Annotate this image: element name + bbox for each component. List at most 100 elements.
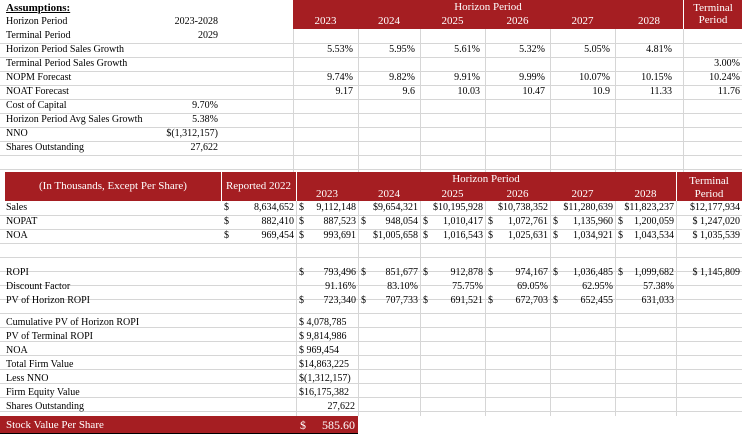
forecast-cell[interactable]: 1,036,485 [573, 267, 613, 278]
assumption-value[interactable]: 2029 [198, 30, 218, 41]
grid-vline [293, 29, 294, 172]
forecast-cell[interactable]: $1,005,658 [373, 230, 418, 241]
forecast-cell[interactable]: 91.16% [325, 281, 356, 292]
assumption-value[interactable]: 27,622 [190, 142, 219, 153]
stock-value-cell[interactable] [296, 416, 358, 433]
reported-value[interactable]: 882,410 [261, 216, 295, 227]
reported-value[interactable]: 969,454 [261, 230, 295, 241]
terminal-cell[interactable]: $12,177,934 [690, 202, 740, 213]
forecast-value[interactable]: 5.53% [327, 44, 353, 55]
terminal-value[interactable]: 10.24% [709, 72, 740, 83]
forecast-value[interactable]: 10.07% [579, 72, 610, 83]
value-symbol: $ [299, 202, 304, 213]
forecast-cell[interactable]: 1,016,543 [443, 230, 483, 241]
forecast-cell[interactable]: 1,072,761 [508, 216, 548, 227]
forecast-cell[interactable]: 672,703 [515, 295, 549, 306]
forecast-value[interactable]: 9.6 [402, 86, 416, 97]
forecast-cell[interactable]: 1,010,417 [443, 216, 483, 227]
forecast-value[interactable]: 5.95% [389, 44, 415, 55]
value-symbol: $ [299, 267, 304, 278]
reported-2022-header: Reported 2022 [225, 180, 292, 192]
assumption-label: Horizon Period [6, 16, 68, 27]
summary-value[interactable]: $(1,312,157) [299, 373, 351, 384]
grid-vline [615, 29, 616, 172]
forecast-cell[interactable]: 62.95% [582, 281, 613, 292]
forecast-cell[interactable]: 1,200,059 [634, 216, 674, 227]
terminal-cell[interactable]: $ 1,247,020 [692, 216, 741, 227]
grid-vline [485, 29, 486, 172]
forecast-cell[interactable]: 1,034,921 [573, 230, 613, 241]
forecast-cell[interactable]: 9,112,148 [316, 202, 356, 213]
assumption-label: Terminal Period [6, 30, 71, 41]
forecast-cell[interactable]: $9,654,321 [373, 202, 418, 213]
assumption-value[interactable]: 5.38% [192, 114, 218, 125]
summary-value[interactable]: $ 4,078,785 [299, 317, 347, 328]
horizon-period-header: Horizon Period [454, 1, 522, 13]
summary-value[interactable]: $ 9,814,986 [299, 331, 347, 342]
forecast-cell[interactable]: 691,521 [450, 295, 484, 306]
assumption-value[interactable]: $(1,312,157) [166, 128, 218, 139]
terminal-cell[interactable]: $ 1,035,539 [692, 230, 741, 241]
grid-hline [0, 355, 742, 356]
summary-value[interactable]: $16,175,382 [299, 387, 349, 398]
forecast-cell[interactable]: 948,054 [385, 216, 419, 227]
summary-value[interactable]: $14,863,225 [299, 359, 349, 370]
forecast-cell[interactable]: 793,496 [323, 267, 357, 278]
summary-value[interactable]: 27,622 [327, 401, 356, 412]
assumptions-title: Assumptions: [6, 2, 71, 14]
forecast-cell[interactable]: $11,823,237 [624, 202, 674, 213]
value-symbol: $ [553, 230, 558, 241]
forecast-value[interactable]: 10.9 [592, 86, 611, 97]
forecast-cell[interactable]: 69.05% [517, 281, 548, 292]
forecast-value[interactable]: 4.81% [646, 44, 672, 55]
forecast-value[interactable]: 9.82% [389, 72, 415, 83]
forecast-value[interactable]: 5.61% [454, 44, 480, 55]
forecast-cell[interactable]: 1,025,631 [508, 230, 548, 241]
assumption-label: Cost of Capital [6, 100, 67, 111]
assumption-value[interactable]: 2023-2028 [174, 16, 218, 27]
forecast-value[interactable]: 9.91% [454, 72, 480, 83]
forecast-cell[interactable]: 1,043,534 [634, 230, 674, 241]
forecast-value[interactable]: 11.33 [649, 86, 672, 97]
terminal-value[interactable]: 3.00% [714, 58, 740, 69]
terminal-value[interactable]: 11.76 [717, 86, 740, 97]
forecast-value[interactable]: 9.74% [327, 72, 353, 83]
forecast-cell[interactable]: 75.75% [452, 281, 483, 292]
forecast-value[interactable]: 5.05% [584, 44, 610, 55]
summary-value[interactable]: $ 969,454 [299, 345, 339, 356]
main-terminal-line2: Period [694, 188, 724, 200]
forecast-value[interactable]: 9.99% [519, 72, 545, 83]
forecast-value[interactable]: 10.03 [457, 86, 481, 97]
main-row-label: NOA [6, 230, 28, 241]
forecast-value[interactable]: 9.17 [335, 86, 354, 97]
forecast-cell[interactable]: 974,167 [515, 267, 549, 278]
forecast-value[interactable]: 10.47 [522, 86, 546, 97]
forecast-cell[interactable]: 887,523 [323, 216, 357, 227]
reported-value[interactable]: 8,634,652 [254, 202, 294, 213]
terminal-cell[interactable]: $ 1,145,809 [692, 267, 741, 278]
main-row-label: Discount Factor [6, 281, 71, 292]
forecast-cell[interactable]: 1,135,960 [573, 216, 613, 227]
forecast-cell[interactable]: $11,280,639 [563, 202, 613, 213]
forecast-cell[interactable]: 707,733 [385, 295, 419, 306]
assumption-value[interactable]: 9.70% [192, 100, 218, 111]
forecast-cell[interactable]: 57.38% [643, 281, 674, 292]
forecast-cell[interactable]: 912,878 [450, 267, 484, 278]
forecast-cell[interactable]: 652,455 [580, 295, 614, 306]
units-label: (In Thousands, Except Per Share) [39, 180, 187, 192]
value-symbol: $ [361, 295, 366, 306]
forecast-value[interactable]: 5.32% [519, 44, 545, 55]
main-terminal-line1: Terminal [689, 175, 729, 187]
forecast-cell[interactable]: 993,691 [323, 230, 357, 241]
forecast-cell[interactable]: $10,738,352 [498, 202, 548, 213]
forecast-value[interactable]: 10.15% [641, 72, 672, 83]
forecast-cell[interactable]: 1,099,682 [634, 267, 674, 278]
grid-hline [0, 169, 742, 170]
grid-hline [0, 383, 742, 384]
forecast-cell[interactable]: 83.10% [387, 281, 418, 292]
forecast-cell[interactable]: 723,340 [323, 295, 357, 306]
forecast-cell[interactable]: 631,033 [641, 295, 675, 306]
value-symbol: $ [423, 295, 428, 306]
forecast-cell[interactable]: 851,677 [385, 267, 419, 278]
forecast-cell[interactable]: $10,195,928 [433, 202, 483, 213]
